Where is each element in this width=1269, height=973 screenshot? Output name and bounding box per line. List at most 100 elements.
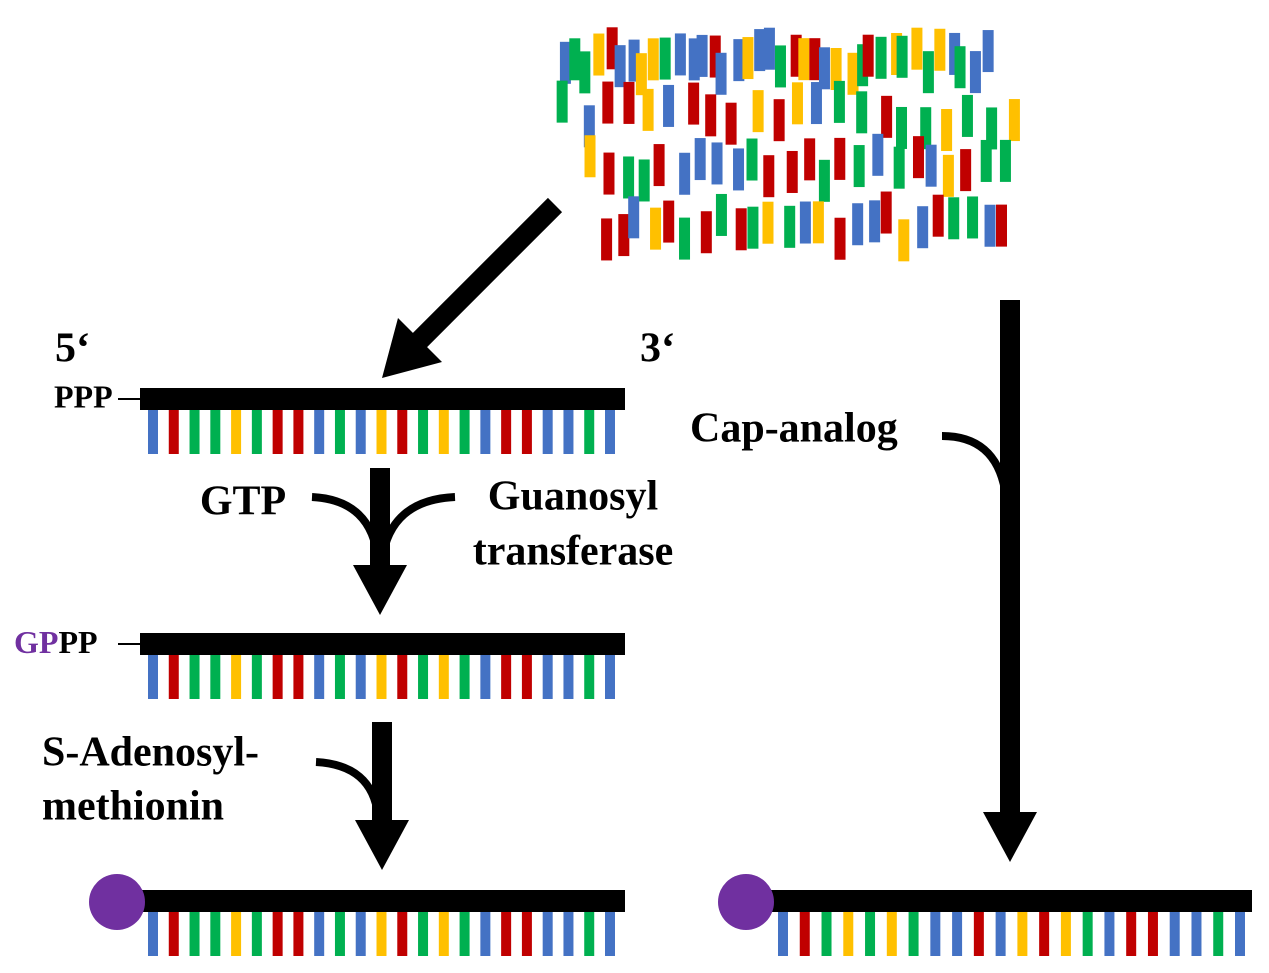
free-base <box>559 41 571 84</box>
free-base <box>853 145 865 188</box>
base <box>438 912 449 956</box>
arrow-head <box>382 318 442 378</box>
base <box>563 655 574 699</box>
base <box>189 655 200 699</box>
free-base <box>688 38 700 81</box>
base <box>501 655 512 699</box>
free-base <box>942 154 954 197</box>
free-base <box>583 105 595 148</box>
free-base <box>961 94 973 137</box>
free-base <box>638 159 650 202</box>
free-base <box>628 39 640 82</box>
arrow-head <box>983 812 1037 862</box>
base <box>376 410 387 454</box>
free-base <box>747 206 759 249</box>
free-base <box>960 149 972 192</box>
free-base <box>709 35 721 78</box>
free-base <box>773 99 785 142</box>
base <box>231 912 242 956</box>
base <box>210 410 221 454</box>
free-base <box>752 90 764 133</box>
arrow-shaft <box>407 197 563 353</box>
free-base <box>833 80 845 123</box>
free-base <box>834 137 846 180</box>
base <box>148 655 158 699</box>
free-base <box>711 142 723 185</box>
base <box>355 655 366 699</box>
base <box>251 410 262 454</box>
base <box>459 410 470 454</box>
base <box>438 655 449 699</box>
base <box>334 410 345 454</box>
free-base <box>679 152 691 195</box>
free-base <box>799 201 811 244</box>
base <box>973 912 984 956</box>
free-base <box>642 88 654 131</box>
base <box>605 410 615 454</box>
base <box>355 912 366 956</box>
base <box>251 912 262 956</box>
base <box>584 410 595 454</box>
base <box>210 912 221 956</box>
base <box>210 655 221 699</box>
cap-analog: Cap-analog <box>690 406 898 452</box>
label: GPPP <box>14 624 98 660</box>
base <box>314 912 325 956</box>
free-base <box>754 29 766 72</box>
free-base <box>818 47 830 90</box>
base <box>168 410 179 454</box>
free-base <box>763 155 775 198</box>
base <box>231 410 242 454</box>
free-base <box>647 38 659 81</box>
base <box>459 655 470 699</box>
free-base <box>688 82 700 125</box>
base <box>1060 912 1071 956</box>
nucleotide-pool <box>556 27 1020 262</box>
base <box>821 912 832 956</box>
base <box>480 912 491 956</box>
base <box>231 655 242 699</box>
free-base <box>925 144 937 187</box>
base <box>293 655 304 699</box>
free-base <box>980 139 992 182</box>
backbone <box>140 890 625 912</box>
free-base <box>852 203 864 246</box>
base <box>1126 912 1137 956</box>
base <box>501 410 512 454</box>
base <box>334 912 345 956</box>
base <box>397 655 408 699</box>
free-base <box>812 201 824 244</box>
base <box>584 655 595 699</box>
free-base <box>715 52 727 95</box>
base <box>314 410 325 454</box>
gp: GP <box>14 624 58 660</box>
free-base <box>742 37 754 80</box>
base <box>189 410 200 454</box>
base <box>1213 912 1224 956</box>
free-base <box>774 45 786 88</box>
free-base <box>603 152 615 195</box>
enzyme: transferase <box>473 529 674 575</box>
base <box>334 655 345 699</box>
free-base <box>746 138 758 181</box>
free-base <box>830 47 842 90</box>
free-base <box>790 34 802 77</box>
curve <box>311 493 382 561</box>
base <box>1235 912 1245 956</box>
enzyme: Guanosyl <box>488 474 658 520</box>
base <box>293 410 304 454</box>
free-base <box>735 208 747 251</box>
free-base <box>623 156 635 199</box>
free-base <box>584 135 596 178</box>
base <box>1039 912 1050 956</box>
base <box>272 410 283 454</box>
free-base <box>891 33 903 76</box>
free-base <box>856 91 868 134</box>
base <box>480 655 491 699</box>
base <box>1169 912 1180 956</box>
base <box>799 912 810 956</box>
base <box>438 410 449 454</box>
base <box>584 912 595 956</box>
free-base <box>593 33 605 76</box>
base <box>376 655 387 699</box>
